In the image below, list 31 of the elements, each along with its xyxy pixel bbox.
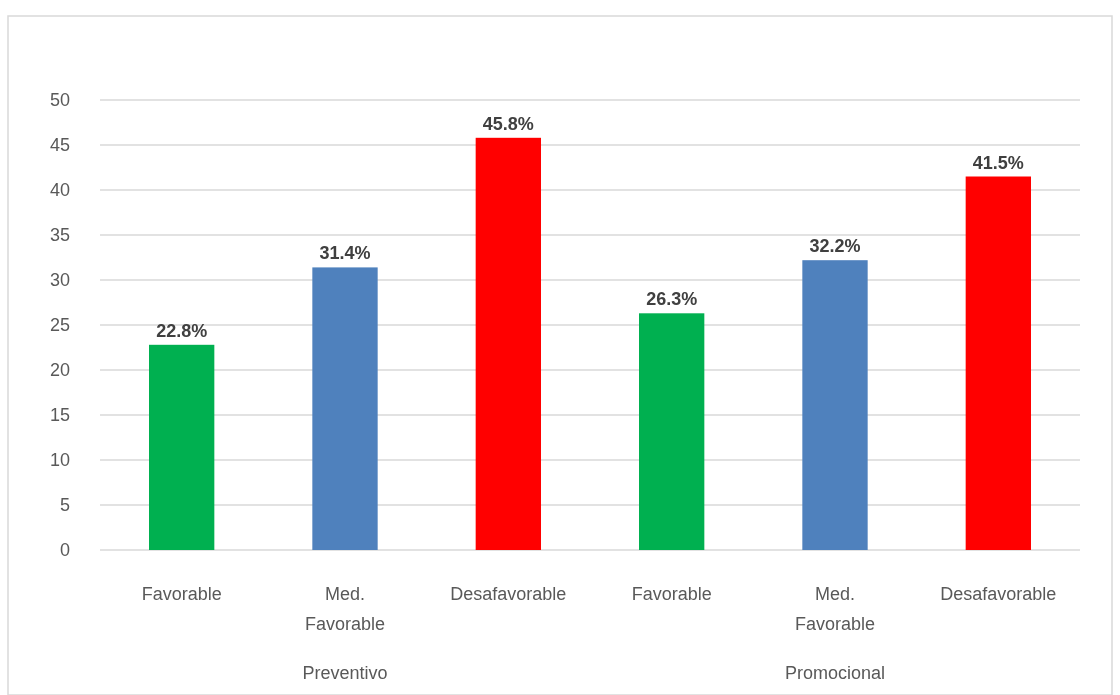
data-label: 31.4%	[319, 243, 371, 264]
data-label: 22.8%	[156, 320, 208, 341]
y-tick-label: 20	[49, 360, 70, 381]
data-label: 26.3%	[646, 289, 698, 310]
bar	[639, 313, 705, 550]
y-tick-label: 5	[59, 495, 70, 516]
x-tick-label: Med. Favorable	[794, 584, 876, 634]
data-label: 41.5%	[972, 152, 1024, 173]
x-tick-label: Desafavorable	[940, 584, 1057, 604]
bar	[802, 260, 868, 550]
bar	[149, 344, 215, 550]
x-tick-label: Favorable	[631, 584, 712, 604]
bar	[965, 176, 1031, 550]
y-tick-label: 30	[49, 270, 70, 291]
data-label: 45.8%	[482, 113, 534, 134]
y-tick-label: 50	[49, 90, 70, 111]
text: Promocional	[784, 663, 886, 683]
y-tick-label: 35	[49, 225, 70, 246]
y-tick-label: 15	[49, 405, 70, 426]
x-tick-label: Favorable	[141, 584, 222, 604]
y-tick-label: 10	[49, 450, 70, 471]
text: Preventivo	[302, 663, 388, 683]
y-tick-label: 45	[49, 135, 70, 156]
x-tick-label: Desafavorable	[450, 584, 567, 604]
data-label: 32.2%	[809, 236, 861, 257]
bar	[475, 137, 541, 550]
y-tick-label: 0	[59, 540, 70, 561]
y-tick-label: 40	[49, 180, 70, 201]
y-tick-label: 25	[49, 315, 70, 336]
x-tick-label: Med. Favorable	[304, 584, 386, 634]
bar	[312, 267, 378, 550]
